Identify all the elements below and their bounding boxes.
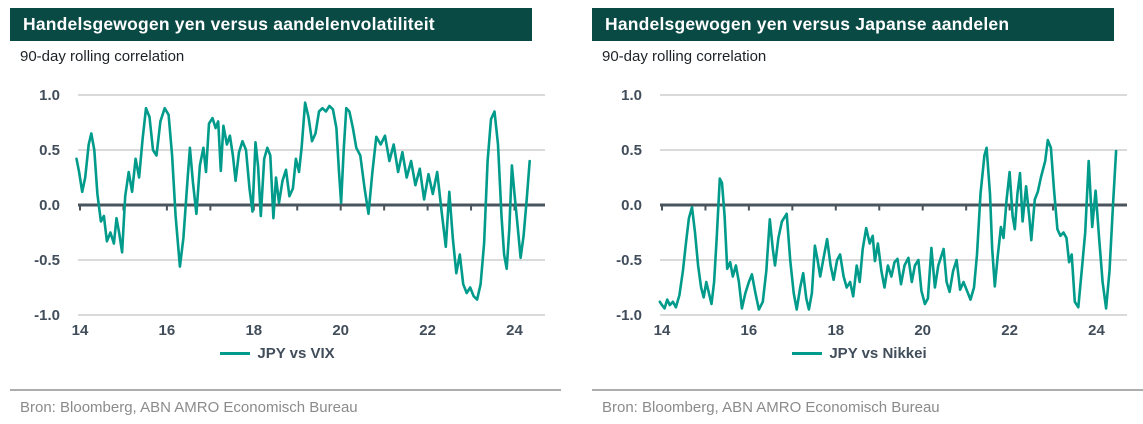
x-tick-label: 16: [159, 322, 176, 339]
y-tick-label: 0.0: [39, 197, 60, 214]
y-tick-label: 1.0: [621, 87, 642, 104]
y-tick-label: -1.0: [616, 307, 642, 324]
x-tick-label: 24: [506, 322, 523, 339]
x-tick-label: 14: [72, 322, 89, 339]
y-tick-label: 0.0: [621, 197, 642, 214]
chart-subtitle: 90-day rolling correlation: [20, 48, 185, 65]
chart-legend: JPY vs VIX: [10, 343, 545, 363]
y-tick-label: 1.0: [39, 87, 60, 104]
x-tick-label: 24: [1088, 322, 1105, 339]
line-chart-jpy-vs-nikkei: 1.0 0.5 0.0 -0.5 -1.0 14 16 18 20 22 24: [616, 87, 1127, 339]
chart-panel-jpy-vix: Handelsgewogen yen versus aandelenvolati…: [10, 8, 561, 416]
x-tick-label: 20: [332, 322, 349, 339]
x-tick-label: 22: [1001, 322, 1018, 339]
line-chart-jpy-vs-vix: 1.0 0.5 0.0 -0.5 -1.0 14 16 18 20 22 24: [34, 87, 545, 339]
x-tick-label: 14: [654, 322, 671, 339]
legend-line-swatch: [792, 351, 823, 355]
legend-label: JPY vs Nikkei: [829, 344, 927, 362]
x-tick-label: 18: [827, 322, 844, 339]
source-text: Bron: Bloomberg, ABN AMRO Economisch Bur…: [602, 399, 940, 416]
x-tick-label: 22: [419, 322, 436, 339]
series-line: [658, 138, 1118, 311]
source-footer: Bron: Bloomberg, ABN AMRO Economisch Bur…: [592, 389, 1143, 416]
x-tick-label: 20: [914, 322, 931, 339]
y-tick-label: -0.5: [34, 252, 60, 269]
legend-line-swatch: [220, 351, 251, 355]
y-tick-label: 0.5: [621, 142, 642, 159]
y-tick-label: -0.5: [616, 252, 642, 269]
panel-title-bar: Handelsgewogen yen versus Japanse aandel…: [592, 8, 1114, 41]
series-line: [75, 101, 532, 301]
chart-panel-jpy-nikkei: Handelsgewogen yen versus Japanse aandel…: [592, 8, 1143, 416]
chart-subtitle: 90-day rolling correlation: [602, 48, 767, 65]
x-tick-label: 16: [741, 322, 758, 339]
y-tick-label: 0.5: [39, 142, 60, 159]
source-footer: Bron: Bloomberg, ABN AMRO Economisch Bur…: [10, 389, 561, 416]
y-tick-label: -1.0: [34, 307, 60, 324]
panel-title: Handelsgewogen yen versus Japanse aandel…: [605, 14, 1010, 34]
panel-title: Handelsgewogen yen versus aandelenvolati…: [23, 14, 435, 34]
panel-title-bar: Handelsgewogen yen versus aandelenvolati…: [10, 8, 532, 41]
source-text: Bron: Bloomberg, ABN AMRO Economisch Bur…: [20, 399, 358, 416]
x-tick-label: 18: [245, 322, 262, 339]
chart-legend: JPY vs Nikkei: [592, 343, 1127, 363]
legend-label: JPY vs VIX: [257, 344, 335, 362]
